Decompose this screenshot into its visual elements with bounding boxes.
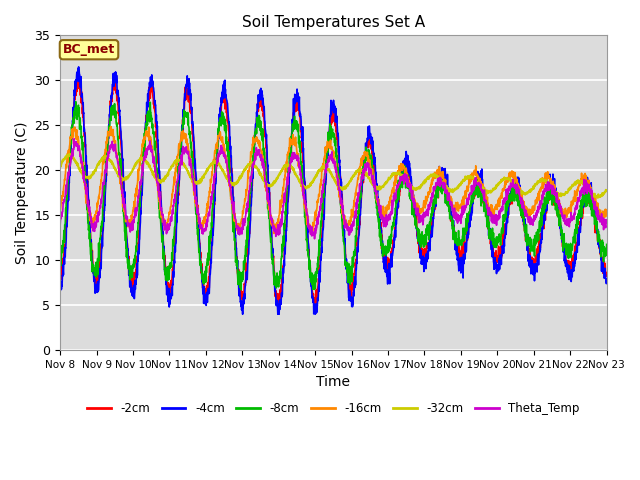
- -16cm: [270, 230, 278, 236]
- -32cm: [555, 192, 563, 198]
- -8cm: [570, 240, 578, 245]
- X-axis label: Time: Time: [316, 375, 350, 389]
- -16cm: [570, 199, 578, 204]
- -2cm: [111, 74, 119, 80]
- Line: Theta_Temp: Theta_Temp: [60, 139, 607, 239]
- -4cm: [209, 226, 216, 232]
- -32cm: [56, 164, 64, 169]
- -4cm: [75, 64, 83, 70]
- -32cm: [570, 182, 577, 188]
- -4cm: [362, 155, 369, 161]
- Legend: -2cm, -4cm, -8cm, -16cm, -32cm, Theta_Temp: -2cm, -4cm, -8cm, -16cm, -32cm, Theta_Te…: [83, 397, 584, 420]
- Theta_Temp: [603, 220, 611, 226]
- -4cm: [570, 267, 578, 273]
- -8cm: [237, 287, 244, 293]
- Theta_Temp: [349, 223, 357, 229]
- -2cm: [362, 149, 369, 155]
- -32cm: [492, 182, 500, 188]
- -32cm: [66, 151, 74, 156]
- Theta_Temp: [555, 203, 563, 209]
- Theta_Temp: [70, 136, 78, 142]
- -8cm: [603, 241, 611, 247]
- Theta_Temp: [209, 189, 216, 195]
- -32cm: [362, 170, 369, 176]
- -4cm: [603, 276, 611, 282]
- Title: Soil Temperatures Set A: Soil Temperatures Set A: [242, 15, 425, 30]
- -16cm: [349, 203, 357, 209]
- -8cm: [362, 155, 369, 160]
- -4cm: [56, 288, 64, 294]
- Theta_Temp: [570, 216, 578, 222]
- -4cm: [555, 208, 563, 214]
- -4cm: [239, 312, 246, 317]
- -8cm: [56, 260, 64, 265]
- Line: -8cm: -8cm: [60, 102, 607, 290]
- -8cm: [209, 201, 216, 207]
- -2cm: [349, 288, 357, 293]
- Line: -16cm: -16cm: [60, 127, 607, 233]
- -16cm: [362, 149, 369, 155]
- -8cm: [493, 234, 500, 240]
- -8cm: [555, 206, 563, 212]
- Text: BC_met: BC_met: [63, 43, 115, 56]
- -16cm: [493, 206, 500, 212]
- -2cm: [493, 258, 500, 264]
- Line: -32cm: -32cm: [60, 154, 607, 198]
- Theta_Temp: [310, 236, 318, 241]
- -2cm: [209, 223, 216, 228]
- -4cm: [493, 271, 500, 276]
- -32cm: [603, 187, 611, 193]
- -32cm: [594, 195, 602, 201]
- -2cm: [570, 252, 578, 257]
- -16cm: [107, 124, 115, 130]
- Y-axis label: Soil Temperature (C): Soil Temperature (C): [15, 121, 29, 264]
- -2cm: [555, 208, 563, 214]
- -8cm: [349, 260, 357, 266]
- -16cm: [56, 207, 64, 213]
- Line: -4cm: -4cm: [60, 67, 607, 314]
- Theta_Temp: [56, 222, 64, 228]
- Theta_Temp: [493, 222, 500, 228]
- -4cm: [349, 290, 357, 296]
- -32cm: [209, 161, 216, 167]
- -2cm: [56, 267, 64, 273]
- -16cm: [209, 162, 216, 168]
- -32cm: [349, 174, 357, 180]
- Line: -2cm: -2cm: [60, 77, 607, 309]
- -16cm: [603, 207, 611, 213]
- -8cm: [72, 99, 80, 105]
- -2cm: [603, 273, 611, 279]
- -2cm: [311, 306, 319, 312]
- -16cm: [555, 196, 563, 202]
- Theta_Temp: [362, 163, 369, 168]
